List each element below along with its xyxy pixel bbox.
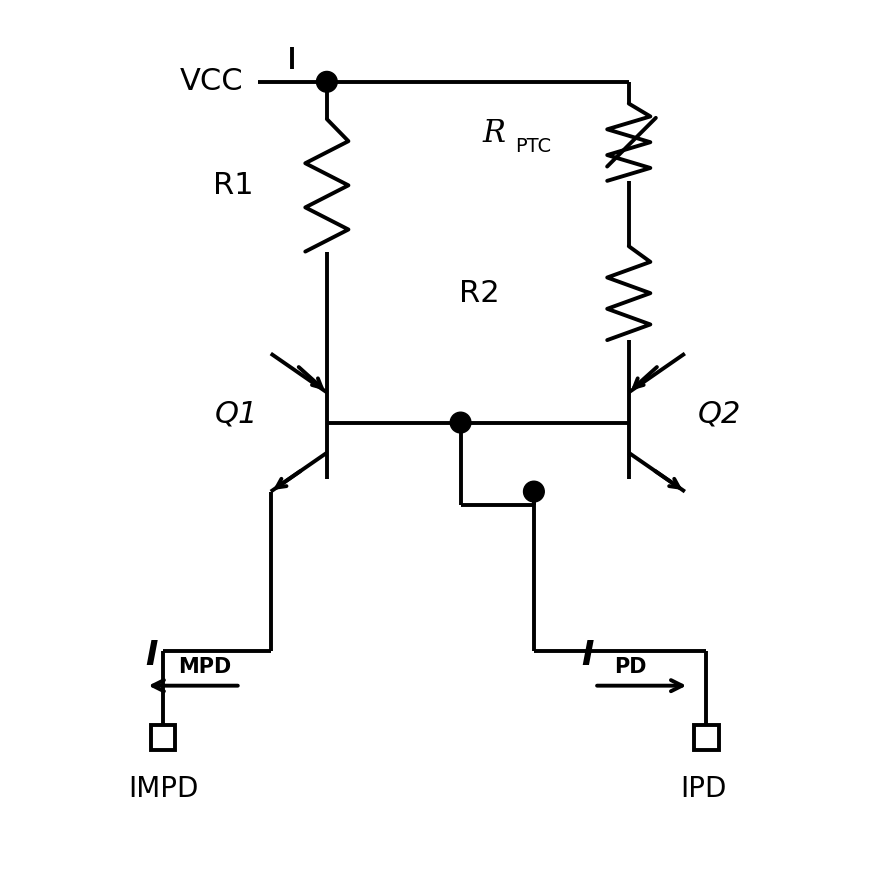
Text: I: I: [581, 639, 593, 672]
Text: R2: R2: [459, 279, 499, 307]
Bar: [151, 726, 175, 750]
Text: R: R: [481, 118, 504, 149]
Bar: [694, 726, 717, 750]
Text: R1: R1: [212, 171, 253, 199]
Text: VCC: VCC: [180, 67, 244, 97]
Circle shape: [523, 481, 544, 502]
Circle shape: [316, 71, 337, 92]
Text: PTC: PTC: [514, 137, 551, 156]
Text: Q1: Q1: [215, 400, 258, 429]
Circle shape: [450, 412, 470, 433]
Text: PD: PD: [613, 657, 645, 677]
Text: MPD: MPD: [178, 657, 232, 677]
Text: IPD: IPD: [680, 775, 726, 803]
Text: IMPD: IMPD: [128, 775, 198, 803]
Text: Q2: Q2: [697, 400, 740, 429]
Text: I: I: [146, 639, 158, 672]
